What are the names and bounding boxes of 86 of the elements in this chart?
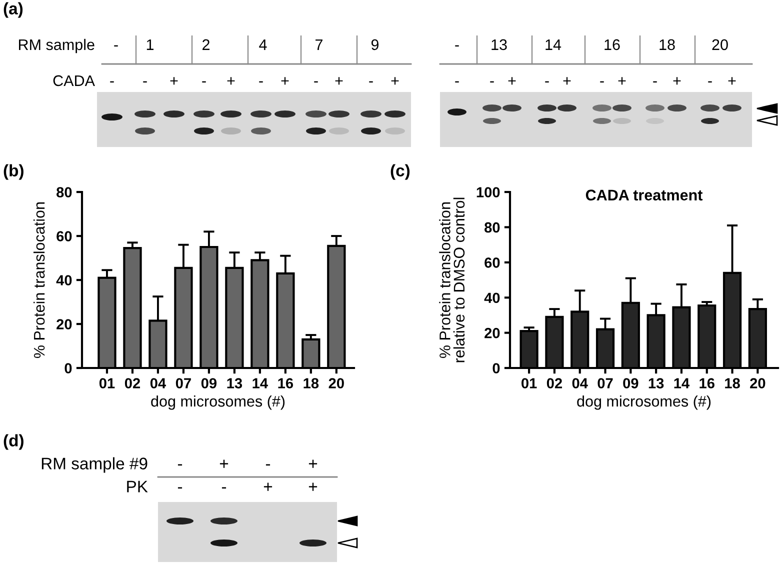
x-tick-label: 04 bbox=[572, 378, 588, 388]
y-tick-label: 80 bbox=[484, 222, 500, 233]
x-tick-label: 20 bbox=[328, 378, 344, 388]
text: (a) bbox=[4, 2, 23, 18]
text: PK bbox=[127, 480, 148, 492]
x-tick-label: 14 bbox=[674, 378, 690, 388]
x-tick-label: 02 bbox=[124, 378, 140, 388]
x-tick-label: 18 bbox=[304, 378, 319, 388]
text: - bbox=[202, 81, 206, 82]
y-tick-label: 80 bbox=[56, 187, 72, 198]
text: - bbox=[222, 487, 226, 489]
text: + bbox=[308, 482, 318, 491]
text: 13 bbox=[492, 39, 507, 50]
text: + bbox=[220, 460, 228, 468]
x-tick-label: 09 bbox=[623, 378, 638, 388]
text: - bbox=[143, 81, 147, 82]
text: 4 bbox=[259, 39, 267, 50]
text: - bbox=[178, 487, 182, 489]
x-tick-label: 04 bbox=[150, 378, 166, 388]
text: 18 bbox=[660, 39, 675, 50]
text: + bbox=[673, 77, 681, 85]
text: - bbox=[455, 45, 459, 46]
chart-title: (c) bbox=[390, 164, 410, 180]
text: + bbox=[618, 77, 626, 85]
x-tick-label: 14 bbox=[252, 378, 268, 388]
x-tick-label: 07 bbox=[176, 378, 191, 388]
text: + bbox=[170, 77, 178, 85]
text: - bbox=[653, 81, 657, 82]
text: - bbox=[600, 81, 604, 82]
x-axis-title: dog microsomes (#) bbox=[577, 395, 711, 410]
text: 16 bbox=[604, 39, 620, 50]
text: + bbox=[563, 77, 571, 85]
x-tick-label: 20 bbox=[750, 378, 766, 388]
y-tick-label: 40 bbox=[56, 275, 72, 286]
text: - bbox=[490, 81, 494, 82]
text: + bbox=[227, 77, 235, 85]
text: 14 bbox=[546, 39, 562, 50]
text: 7 bbox=[316, 39, 322, 50]
x-tick-label: 18 bbox=[725, 378, 740, 388]
text: - bbox=[708, 81, 712, 82]
text: - bbox=[369, 81, 373, 82]
text: + bbox=[508, 77, 516, 85]
text: - bbox=[545, 81, 549, 82]
x-tick-label: 13 bbox=[227, 378, 242, 388]
y-tick-label: 40 bbox=[484, 292, 500, 304]
y-axis-title: % Protein translocation bbox=[33, 202, 45, 358]
x-tick-label: 01 bbox=[99, 378, 115, 388]
y-tick-label: 20 bbox=[56, 319, 72, 330]
text: 20 bbox=[712, 39, 728, 50]
x-tick-label: 16 bbox=[700, 378, 714, 388]
text: - bbox=[110, 81, 114, 82]
x-tick-label: 16 bbox=[278, 378, 294, 388]
text: (d) bbox=[4, 434, 24, 450]
x-tick-label: 09 bbox=[201, 378, 217, 388]
chart-subtitle: CADA treatment bbox=[586, 190, 703, 200]
x-axis-title: dog microsomes (#) bbox=[151, 395, 285, 410]
text: + bbox=[728, 77, 736, 85]
text: CADA bbox=[53, 75, 95, 86]
text: 2 bbox=[202, 39, 210, 50]
text: - bbox=[178, 464, 182, 466]
text: RM sample bbox=[19, 38, 94, 54]
y-tick-label: 60 bbox=[484, 258, 500, 268]
text: - bbox=[266, 464, 270, 466]
text: + bbox=[335, 77, 343, 85]
y-tick-label: 0 bbox=[64, 363, 72, 374]
text: 9 bbox=[371, 39, 379, 50]
y-tick-label: 0 bbox=[492, 363, 500, 374]
y-tick-label: 20 bbox=[484, 328, 500, 338]
x-tick-label: 01 bbox=[522, 378, 537, 388]
y-tick-label: 100 bbox=[476, 187, 500, 198]
y-axis-title: % Protein translocation relative to DMSO control bbox=[439, 198, 465, 362]
text: 1 bbox=[146, 39, 154, 50]
text: - bbox=[455, 81, 459, 82]
chart-title: (b) bbox=[4, 164, 24, 180]
text: - bbox=[114, 45, 118, 46]
x-tick-label: 13 bbox=[648, 378, 664, 388]
text: + bbox=[391, 77, 399, 85]
x-tick-label: 02 bbox=[546, 378, 562, 388]
text: + bbox=[308, 460, 318, 468]
text: RM sample #9 bbox=[42, 457, 148, 473]
x-tick-label: 07 bbox=[598, 378, 613, 388]
text: + bbox=[281, 77, 289, 85]
text: - bbox=[259, 81, 263, 82]
text: + bbox=[264, 482, 272, 491]
y-tick-label: 60 bbox=[56, 231, 72, 242]
text: - bbox=[314, 81, 318, 82]
